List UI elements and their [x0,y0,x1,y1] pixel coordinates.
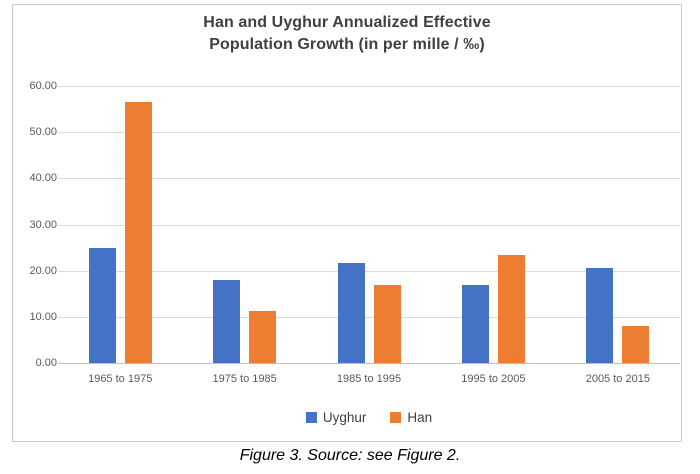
chart-legend: Uyghur Han [58,410,680,425]
chart-title-line1: Han and Uyghur Annualized Effective [203,14,491,31]
legend-swatch-uyghur [305,412,317,423]
x-category-label-1965-to-1975: 1965 to 1975 [88,373,153,385]
gridline-40 [58,178,680,179]
x-category-label-2005-to-2015: 2005 to 2015 [585,373,650,385]
legend-swatch-han [390,412,402,423]
plot-area [58,86,680,364]
gridline-30 [58,225,680,226]
x-axis-line [58,363,680,364]
y-axis-tick-labels: 0.00 10.00 20.00 30.00 40.00 50.00 60.00 [13,5,57,441]
y-tick-label-20-00: 20.00 [29,265,57,277]
gridline-60 [58,86,680,87]
chart-frame: Han and Uyghur Annualized Effective Popu… [12,4,682,442]
y-tick-label-10-00: 10.00 [29,311,57,323]
x-category-label-1985-to-1995: 1985 to 1995 [336,373,402,385]
gridline-50 [58,132,680,133]
bar-han-1965-to-1975 [125,102,152,363]
bar-uyghur-1975-to-1985 [213,280,240,363]
x-axis-category-labels: 1965 to 1975 1975 to 1985 1985 to 1995 1995… [58,372,680,386]
x-category-label-1975-to-1985: 1975 to 1985 [212,373,277,385]
y-tick-label-50-00: 50.00 [29,126,57,138]
gridline-10 [58,317,680,318]
gridline-20 [58,271,680,272]
bar-han-1995-to-2005 [498,255,525,363]
figure-caption: Figure 3. Source: see Figure 2. [239,447,461,464]
legend-entry-han: Han [390,410,432,425]
y-tick-label-30-00: 30.00 [29,219,57,231]
bar-uyghur-1985-to-1995 [338,263,365,363]
bar-uyghur-1965-to-1975 [89,248,116,363]
y-tick-label-60-00: 60.00 [29,80,57,92]
bar-uyghur-1995-to-2005 [462,285,489,363]
y-tick-label-0-00: 0.00 [35,357,57,369]
bar-han-2005-to-2015 [622,326,649,363]
chart-title: Han and Uyghur Annualized Effective Popu… [13,12,681,56]
y-tick-label-40-00: 40.00 [29,172,57,184]
legend-label-uyghur: Uyghur [322,410,367,425]
bar-uyghur-2005-to-2015 [586,268,613,363]
x-category-label-1995-to-2005: 1995 to 2005 [461,373,526,385]
bar-han-1985-to-1995 [374,285,401,363]
bar-han-1975-to-1985 [249,311,276,363]
legend-label-han: Han [407,410,433,425]
chart-title-line2: Population Growth (in per mille / ‰) [209,36,485,53]
legend-entry-uyghur: Uyghur [305,410,367,425]
